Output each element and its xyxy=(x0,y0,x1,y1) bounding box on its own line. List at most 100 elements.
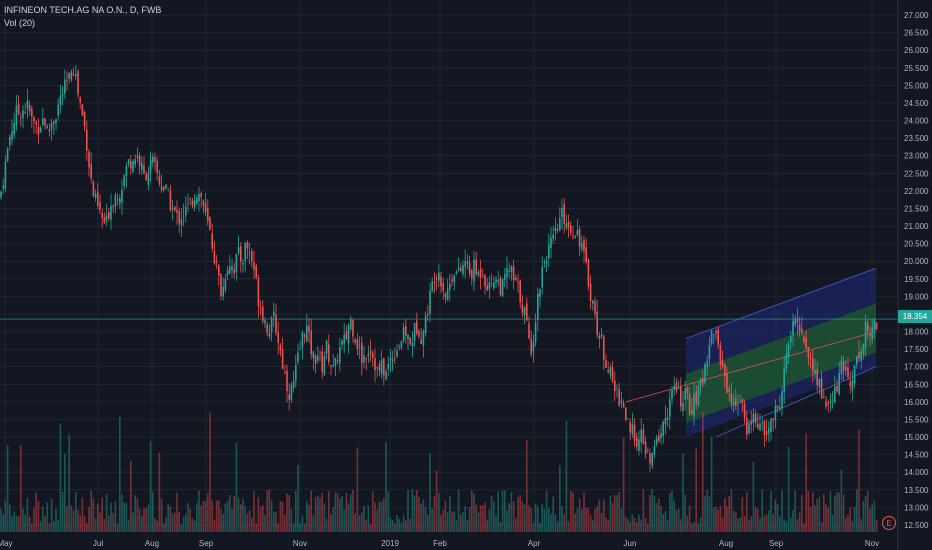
volume-bar xyxy=(398,518,400,532)
candle-body xyxy=(44,118,46,126)
candle-body xyxy=(266,324,268,333)
candle-body xyxy=(490,285,493,287)
volume-bar xyxy=(411,489,414,532)
candle-body xyxy=(726,373,728,393)
y-tick-label: 13.500 xyxy=(904,486,929,495)
volume-bar xyxy=(97,503,99,532)
candle-body xyxy=(796,318,799,323)
candle-body xyxy=(488,282,491,290)
candle-body xyxy=(829,401,832,404)
candle-body xyxy=(581,243,583,250)
volume-bar xyxy=(356,447,359,532)
x-tick-label: May xyxy=(0,539,13,548)
volume-bar xyxy=(818,496,821,532)
volume-bar xyxy=(596,505,598,532)
candle-body xyxy=(70,71,73,80)
volume-bar xyxy=(642,489,645,532)
volume-bar xyxy=(149,441,152,532)
candle-body xyxy=(781,391,783,409)
candle-body xyxy=(418,331,420,337)
candle-body xyxy=(345,331,348,339)
volume-bar xyxy=(724,498,726,532)
volume-bar xyxy=(523,504,526,532)
volume-bar xyxy=(11,515,13,532)
volume-bar xyxy=(563,513,565,532)
candle-body xyxy=(732,402,735,406)
candle-body xyxy=(211,233,213,249)
volume-bar xyxy=(574,513,576,532)
volume-bar xyxy=(836,492,838,532)
candle-body xyxy=(471,270,473,279)
volume-bar xyxy=(101,497,103,532)
volume-bar xyxy=(794,490,796,532)
candle-body xyxy=(572,235,574,237)
volume-bar xyxy=(193,520,196,532)
candle-body xyxy=(688,393,691,414)
volume-bar xyxy=(581,509,583,532)
x-tick-label: Aug xyxy=(145,539,159,548)
volume-bar xyxy=(345,492,348,532)
candle-body xyxy=(765,431,768,435)
volume-bar xyxy=(554,514,557,532)
candle-body xyxy=(312,351,315,359)
candle-body xyxy=(607,369,609,373)
volume-bar xyxy=(537,507,539,532)
candle-body xyxy=(143,165,145,174)
candle-body xyxy=(207,208,209,221)
volume-bar xyxy=(655,502,658,532)
volume-bar xyxy=(444,500,447,532)
candle-body xyxy=(427,314,429,316)
volume-bar xyxy=(77,509,79,532)
volume-bar xyxy=(508,502,510,532)
volume-bar xyxy=(75,492,77,532)
volume-bar xyxy=(284,514,286,532)
candle-body xyxy=(482,276,484,278)
candle-body xyxy=(847,367,849,378)
volume-bar xyxy=(627,519,629,532)
candle-body xyxy=(141,162,143,170)
candle-body xyxy=(273,311,275,316)
volume-bar xyxy=(42,506,44,532)
volume-bar xyxy=(211,500,213,532)
volume-bar xyxy=(638,514,640,532)
y-tick-label: 18.000 xyxy=(904,328,929,337)
candle-body xyxy=(222,286,224,297)
candle-body xyxy=(310,331,312,355)
candle-body xyxy=(339,347,341,364)
volume-bar xyxy=(152,492,154,532)
candle-body xyxy=(772,418,774,421)
volume-bar xyxy=(138,508,141,532)
volume-bar xyxy=(277,523,279,532)
candle-body xyxy=(840,360,843,375)
y-tick-label: 15.000 xyxy=(904,433,929,442)
volume-bar xyxy=(798,512,801,532)
volume-bar xyxy=(123,502,125,532)
volume-bar xyxy=(570,491,572,532)
candle-body xyxy=(827,403,829,405)
candle-body xyxy=(332,365,334,367)
symbol-title: INFINEON TECH.AG NA O.N., D, FWB xyxy=(4,5,162,15)
volume-bar xyxy=(143,508,145,532)
candle-body xyxy=(90,164,92,179)
earnings-marker-icon[interactable]: E xyxy=(882,516,896,530)
volume-bar xyxy=(686,515,689,532)
volume-bar xyxy=(301,515,304,532)
candle-body xyxy=(493,282,495,289)
volume-bar xyxy=(312,515,315,532)
candle-body xyxy=(237,247,240,254)
volume-bar xyxy=(26,497,29,532)
volume-bar xyxy=(86,522,88,532)
candle-body xyxy=(193,200,196,208)
candle-body xyxy=(638,439,640,451)
volume-bar xyxy=(565,420,568,532)
y-tick-label: 25.500 xyxy=(904,64,929,73)
candle-body xyxy=(277,332,279,343)
volume-bar xyxy=(730,489,733,532)
candle-body xyxy=(108,212,110,219)
candle-body xyxy=(517,281,519,283)
volume-bar xyxy=(299,523,301,532)
volume-bar xyxy=(556,521,559,532)
volume-bar xyxy=(108,515,110,532)
volume-bar xyxy=(55,508,57,532)
